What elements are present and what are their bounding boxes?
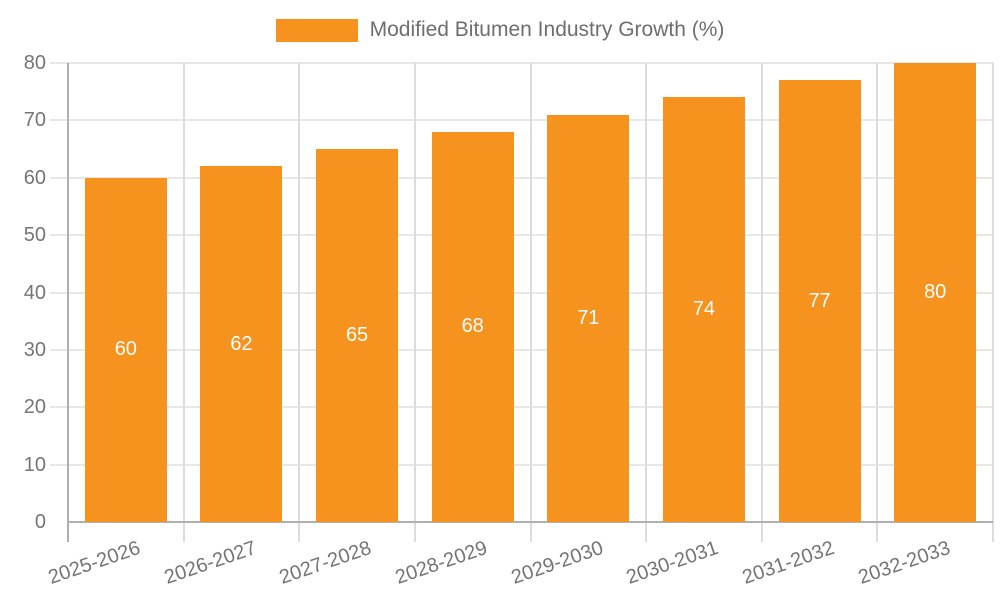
bar: 74 bbox=[662, 97, 745, 522]
bar-value-label: 71 bbox=[577, 306, 600, 329]
category-gridline bbox=[760, 63, 763, 542]
gridline bbox=[50, 348, 993, 351]
x-axis-label: 2026-2027 bbox=[161, 536, 259, 589]
bar-value-label: 68 bbox=[461, 315, 484, 338]
category-gridline bbox=[876, 63, 879, 542]
legend-swatch bbox=[275, 18, 358, 42]
x-axis-label: 2031-2032 bbox=[739, 536, 838, 589]
gridline bbox=[50, 406, 993, 409]
category-gridline bbox=[298, 63, 301, 542]
x-axis-label: 2025-2026 bbox=[45, 536, 144, 589]
bar: 68 bbox=[431, 131, 514, 522]
category-gridline bbox=[413, 63, 416, 542]
bar: 71 bbox=[547, 114, 630, 522]
y-axis-label: 70 bbox=[23, 109, 46, 132]
bar: 65 bbox=[316, 149, 399, 522]
bar: 80 bbox=[894, 63, 977, 522]
category-gridline bbox=[182, 63, 185, 542]
x-axis-label: 2028-2029 bbox=[392, 536, 491, 589]
bar-value-label: 62 bbox=[230, 332, 253, 355]
gridline bbox=[50, 62, 993, 64]
bar-value-label: 74 bbox=[692, 298, 716, 321]
bar: 77 bbox=[778, 80, 861, 522]
bar: 60 bbox=[84, 177, 167, 522]
x-axis-line bbox=[68, 521, 993, 523]
y-axis-label: 20 bbox=[23, 396, 46, 419]
y-axis-label: 60 bbox=[23, 166, 46, 189]
bar-value-label: 80 bbox=[924, 281, 947, 303]
bar-value-label: 77 bbox=[808, 289, 831, 312]
x-axis-label: 2030-2031 bbox=[623, 536, 722, 589]
category-gridline bbox=[67, 63, 69, 542]
x-axis-label: 2032-2033 bbox=[855, 536, 953, 589]
bar: 62 bbox=[200, 166, 283, 522]
y-axis-label: 10 bbox=[23, 453, 46, 476]
bar-value-label: 60 bbox=[114, 338, 137, 361]
y-axis-label: 30 bbox=[23, 338, 46, 361]
category-gridline bbox=[992, 63, 994, 542]
y-axis-label: 0 bbox=[34, 511, 46, 533]
legend: Modified Bitumen Industry Growth (%) bbox=[0, 18, 1000, 42]
y-axis-label: 80 bbox=[23, 52, 46, 74]
gridline bbox=[50, 176, 993, 179]
y-axis-label: 40 bbox=[23, 281, 46, 304]
y-axis-label: 50 bbox=[23, 224, 46, 247]
gridline bbox=[50, 291, 993, 294]
category-gridline bbox=[529, 63, 532, 542]
legend-label: Modified Bitumen Industry Growth (%) bbox=[369, 18, 725, 41]
gridline bbox=[50, 119, 993, 122]
category-gridline bbox=[645, 63, 648, 542]
gridline bbox=[50, 463, 993, 466]
gridline bbox=[50, 234, 993, 237]
x-axis-label: 2027-2028 bbox=[276, 536, 375, 589]
bar-value-label: 65 bbox=[345, 324, 369, 347]
x-axis-label: 2029-2030 bbox=[508, 536, 606, 589]
